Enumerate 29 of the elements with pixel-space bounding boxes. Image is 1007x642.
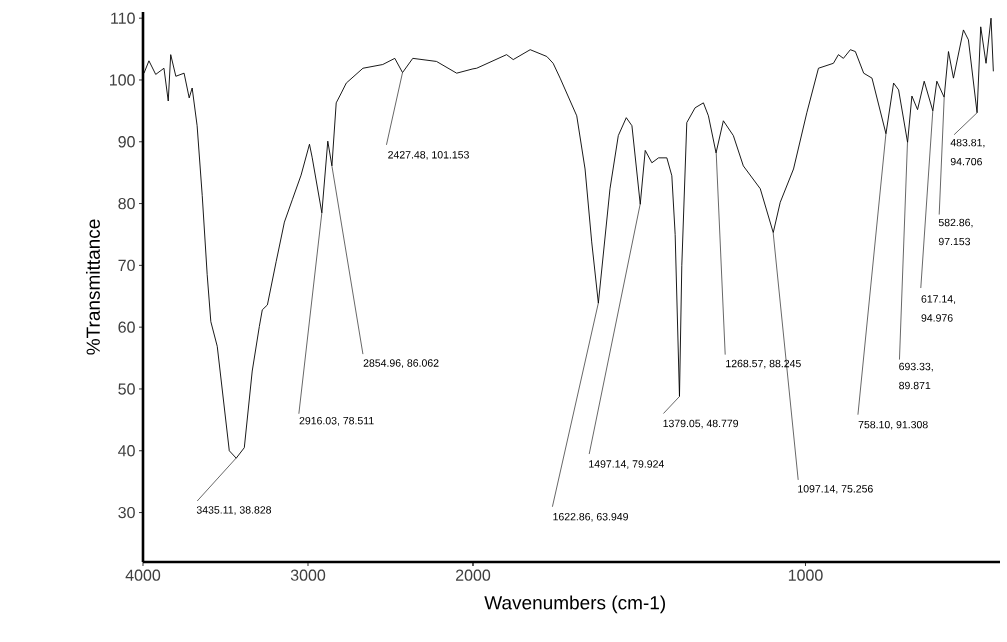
y-tick-label: 50 bbox=[118, 383, 135, 395]
x-tick-label: 4000 bbox=[125, 569, 161, 581]
annotation: 617.14, 94.976 bbox=[921, 295, 956, 322]
annotation: 693.33, 89.871 bbox=[899, 362, 933, 390]
x-tick-label: 1000 bbox=[788, 569, 823, 581]
y-tick-label: 100 bbox=[110, 74, 135, 86]
annotation: 1622.86, 63.949 bbox=[553, 512, 628, 522]
annotation: 2427.48, 101.153 bbox=[388, 151, 469, 160]
y-tick-label: 30 bbox=[118, 506, 135, 519]
y-tick-label: 90 bbox=[118, 136, 135, 148]
y-tick-label: 40 bbox=[118, 445, 135, 457]
annotation: 1379.05, 48.779 bbox=[663, 419, 739, 429]
y-tick-label: 110 bbox=[111, 12, 135, 24]
annotation: 582.86, 97.153 bbox=[938, 218, 973, 246]
annotation: 1268.57, 88.245 bbox=[726, 359, 801, 369]
annotation: 3435.11, 38.828 bbox=[196, 506, 272, 515]
x-axis-title: Wavenumbers (cm-1) bbox=[484, 595, 665, 614]
x-tick-label: 2000 bbox=[456, 569, 491, 581]
y-tick-label: 60 bbox=[118, 321, 135, 333]
annotation: 1097.14, 75.256 bbox=[798, 485, 873, 494]
annotation: 483.81, 94.706 bbox=[950, 138, 985, 166]
annotation: 1497.14, 79.924 bbox=[589, 460, 664, 469]
y-axis-title: %Transmittance bbox=[85, 219, 100, 355]
y-tick-label: 80 bbox=[118, 197, 135, 210]
x-tick-label: 3000 bbox=[290, 569, 326, 581]
y-tick-label: 70 bbox=[118, 259, 135, 272]
annotation: 2916.03, 78.511 bbox=[299, 416, 374, 426]
annotation: 758.10, 91.308 bbox=[858, 420, 928, 430]
annotation: 2854.96, 86.062 bbox=[363, 359, 439, 368]
